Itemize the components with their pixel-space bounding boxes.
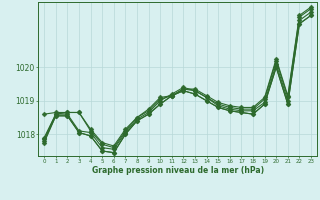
X-axis label: Graphe pression niveau de la mer (hPa): Graphe pression niveau de la mer (hPa)	[92, 166, 264, 175]
